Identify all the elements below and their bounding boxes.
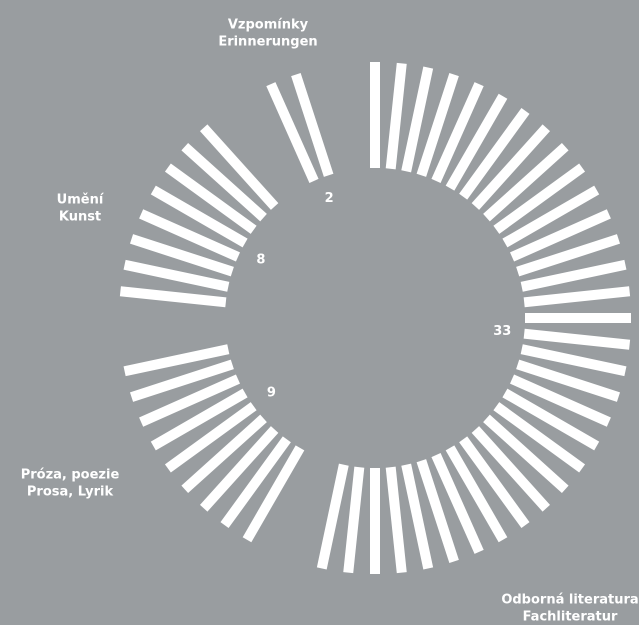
bar — [431, 82, 484, 184]
bar — [164, 402, 257, 473]
value-label: 8 — [256, 252, 265, 267]
bar — [523, 286, 631, 308]
category-label: Fachliteratur — [523, 610, 618, 625]
bar — [316, 463, 349, 570]
bar — [291, 72, 334, 177]
bar — [445, 445, 508, 543]
bar — [459, 107, 530, 200]
bar — [459, 436, 530, 529]
bar — [242, 445, 305, 543]
bar — [199, 124, 279, 210]
bar — [119, 286, 227, 308]
bar — [139, 209, 241, 262]
category-label: Próza, poezie — [21, 468, 120, 483]
bar — [150, 388, 248, 451]
value-label: 9 — [267, 386, 276, 401]
bar — [199, 426, 279, 512]
value-label: 2 — [325, 191, 334, 206]
bar — [181, 142, 267, 222]
bar — [502, 185, 600, 248]
bar — [471, 124, 551, 210]
bar — [416, 459, 459, 564]
bar — [445, 93, 508, 191]
bar — [431, 452, 484, 554]
bar — [509, 209, 611, 262]
bar — [516, 359, 621, 402]
bar — [416, 72, 459, 177]
bar — [123, 344, 230, 377]
bar — [385, 466, 407, 574]
bar — [483, 414, 569, 494]
bar — [266, 82, 319, 184]
bar — [483, 142, 569, 222]
category-label: Erinnerungen — [218, 35, 317, 50]
bar — [520, 344, 627, 377]
bar — [520, 259, 627, 292]
bar — [139, 374, 241, 427]
bar — [509, 374, 611, 427]
bar — [123, 259, 230, 292]
bar — [493, 163, 586, 234]
bar — [493, 402, 586, 473]
bar — [516, 234, 621, 277]
bar — [129, 234, 234, 277]
bar — [220, 436, 291, 529]
category-label: Odborná literatura — [501, 593, 638, 608]
bar — [523, 328, 631, 350]
category-label: Vzpomínky — [228, 18, 309, 33]
value-label: 33 — [493, 324, 511, 339]
bar — [502, 388, 600, 451]
category-label: Prosa, Lyrik — [27, 485, 114, 500]
bar — [385, 62, 407, 170]
bar — [129, 359, 234, 402]
bar — [401, 463, 434, 570]
category-label: Umění — [57, 193, 105, 208]
bar — [471, 426, 551, 512]
bar — [164, 163, 257, 234]
bar — [181, 414, 267, 494]
category-label: Kunst — [59, 210, 101, 225]
bar — [401, 66, 434, 173]
bar — [343, 466, 365, 574]
bar — [150, 185, 248, 248]
